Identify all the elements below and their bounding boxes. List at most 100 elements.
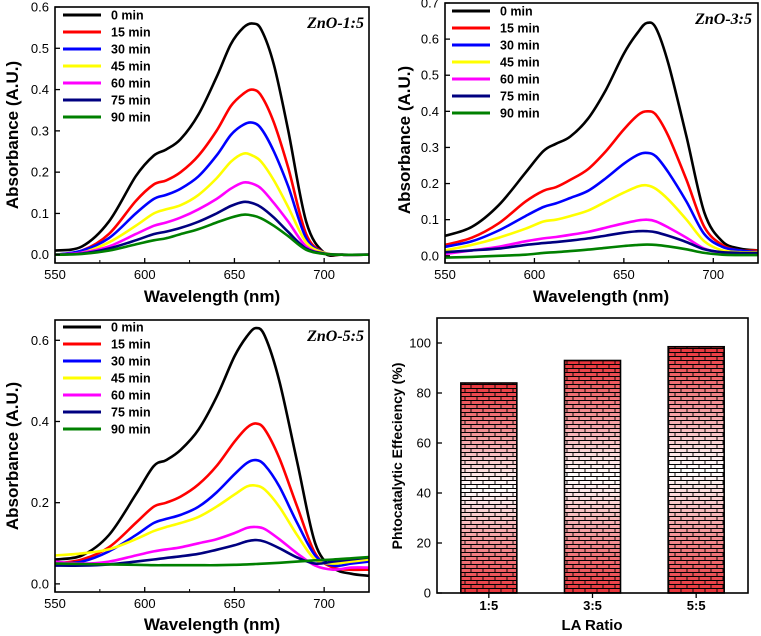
legend-label: 90 min — [111, 111, 151, 125]
y-tick-label: 0.6 — [31, 0, 49, 15]
y-tick-label: 0.0 — [31, 576, 49, 591]
panel-1-legend: 0 min 15 min 30 min 45 min 60 min 75 min 90 mi… — [63, 9, 151, 125]
y-tick-label: 0.4 — [31, 82, 49, 97]
panel-3-y-axis-title: Absorbance (A.U.) — [3, 382, 22, 530]
panel-4-y-axis-title: Phtocatalytic Effeciency (%) — [389, 363, 405, 550]
series-line-30-min — [55, 121, 369, 257]
y-tick-label: 0.3 — [31, 123, 49, 138]
legend-label: 60 min — [111, 77, 151, 91]
y-tick-label: 0.6 — [421, 32, 439, 47]
x-tick-label: 700 — [313, 596, 335, 611]
x-tick-label: 600 — [524, 267, 546, 282]
bar-pattern-1-5 — [460, 382, 518, 594]
panel-zno-5-5: 550 600 650 700 0.0 0.2 0.4 0.6 ZnO-5:5 Wavelen… — [3, 319, 370, 634]
panel-4-bars — [460, 345, 725, 594]
panel-1-title: ZnO-1:5 — [306, 15, 364, 32]
panel-1-frame — [54, 6, 370, 264]
series-line-90-min — [55, 555, 369, 567]
y-tick-label: 0.1 — [421, 212, 439, 227]
legend-label: 15 min — [111, 338, 151, 352]
panel-3-title: ZnO-5:5 — [306, 328, 364, 345]
panel-1-series — [55, 22, 369, 257]
y-tick-label: 0.5 — [31, 41, 49, 56]
x-tick-label: 1:5 — [479, 598, 498, 613]
legend-label: 90 min — [111, 423, 151, 437]
x-tick-label: 700 — [702, 267, 724, 282]
series-line-45-min — [445, 183, 758, 254]
y-tick-label: 0.0 — [421, 248, 439, 263]
x-tick-label: 650 — [613, 267, 635, 282]
series-line-15-min — [445, 109, 758, 253]
panel-zno-3-5: 550 600 650 700 0.0 0.1 0.2 0.3 0.4 0.5 0.6 0.7 ZnO… — [395, 0, 759, 306]
legend-label: 30 min — [500, 39, 540, 53]
panel-3-legend: 0 min 15 min 30 min 45 min 60 min 75 min 90 mi… — [63, 321, 151, 437]
panel-4-x-axis-title: LA Ratio — [561, 617, 622, 634]
y-tick-label: 0.2 — [421, 176, 439, 191]
legend-label: 45 min — [111, 372, 151, 386]
y-tick-label: 0.0 — [31, 247, 49, 262]
panel-3-ticks: 550 600 650 700 0.0 0.2 0.4 0.6 — [31, 333, 335, 611]
legend-label: 60 min — [111, 389, 151, 403]
panel-1-x-axis-title: Wavelength (nm) — [144, 287, 280, 306]
legend-label: 45 min — [111, 60, 151, 74]
legend-label: 75 min — [111, 406, 151, 420]
y-tick-label: 40 — [417, 486, 431, 501]
panel-3-x-axis-title: Wavelength (nm) — [144, 615, 280, 634]
panel-2-x-axis-title: Wavelength (nm) — [533, 287, 669, 306]
legend-label: 0 min — [111, 9, 144, 23]
series-line-30-min — [445, 151, 758, 254]
bar-pattern-5-5 — [667, 345, 725, 594]
panel-1-y-axis-title: Absorbance (A.U.) — [3, 61, 22, 209]
series-line-60-min — [55, 180, 369, 257]
series-line-60-min — [55, 525, 369, 572]
legend-label: 90 min — [500, 107, 540, 121]
series-line-0-min — [445, 21, 758, 252]
x-tick-label: 550 — [44, 267, 66, 282]
legend-label: 15 min — [500, 22, 540, 36]
panel-zno-1-5: 550 600 650 700 0.0 0.1 0.2 0.3 0.4 0.5 0.6 ZnO-1:… — [3, 0, 370, 306]
y-tick-label: 60 — [417, 436, 431, 451]
series-line-90-min — [55, 213, 369, 257]
panel-2-ticks: 550 600 650 700 0.0 0.1 0.2 0.3 0.4 0.5 0.6 0.7 — [421, 0, 724, 282]
x-tick-label: 650 — [224, 596, 246, 611]
panel-4-ticks: 1:5 3:5 5:5 0 20 40 60 80 100 — [409, 336, 705, 614]
x-tick-label: 600 — [134, 596, 156, 611]
x-tick-label: 550 — [434, 267, 456, 282]
panel-1-ticks: 550 600 650 700 0.0 0.1 0.2 0.3 0.4 0.5 0.6 — [31, 0, 335, 282]
series-line-0-min — [55, 22, 369, 257]
y-tick-label: 0.2 — [31, 165, 49, 180]
legend-label: 75 min — [500, 90, 540, 104]
y-tick-label: 0.6 — [31, 333, 49, 348]
x-tick-label: 3:5 — [583, 598, 602, 613]
y-tick-label: 20 — [417, 536, 431, 551]
panel-3-series — [55, 326, 369, 578]
legend-label: 15 min — [111, 26, 151, 40]
y-tick-label: 0.2 — [31, 495, 49, 510]
y-tick-label: 100 — [409, 336, 431, 351]
y-tick-label: 0.3 — [421, 140, 439, 155]
series-line-0-min — [55, 326, 369, 578]
x-tick-label: 600 — [134, 267, 156, 282]
y-tick-label: 0.5 — [421, 68, 439, 83]
panel-3-frame — [54, 319, 370, 593]
y-tick-label: 0.7 — [421, 0, 439, 11]
y-tick-label: 0.1 — [31, 206, 49, 221]
panel-2-y-axis-title: Absorbance (A.U.) — [395, 66, 414, 214]
panel-2-title: ZnO-3:5 — [694, 11, 752, 28]
legend-label: 30 min — [111, 355, 151, 369]
legend-label: 75 min — [111, 94, 151, 108]
y-tick-label: 0.4 — [31, 414, 49, 429]
y-tick-label: 0.4 — [421, 104, 439, 119]
series-line-45-min — [55, 151, 369, 257]
x-tick-label: 650 — [224, 267, 246, 282]
x-tick-label: 550 — [44, 596, 66, 611]
series-line-15-min — [55, 88, 369, 257]
series-line-90-min — [445, 243, 758, 259]
y-tick-label: 80 — [417, 386, 431, 401]
legend-label: 0 min — [500, 5, 533, 19]
x-tick-label: 5:5 — [687, 598, 706, 613]
panel-2-series — [445, 21, 758, 259]
panel-2-legend: 0 min 15 min 30 min 45 min 60 min 75 min 90 mi… — [452, 5, 540, 121]
legend-label: 30 min — [111, 43, 151, 57]
